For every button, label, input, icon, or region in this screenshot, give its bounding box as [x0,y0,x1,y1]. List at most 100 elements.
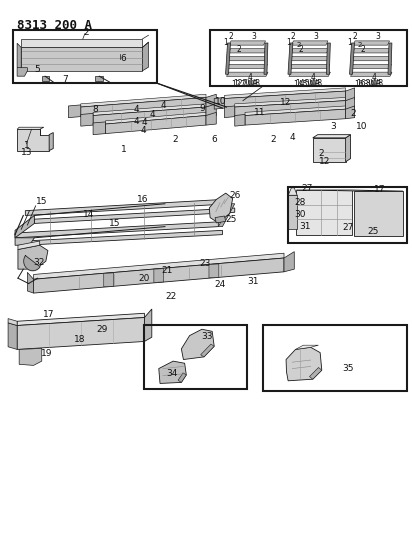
Text: 11: 11 [255,108,266,117]
Polygon shape [288,188,297,195]
Polygon shape [286,348,322,381]
Text: 2: 2 [228,33,233,42]
Polygon shape [349,43,354,74]
Text: 2: 2 [291,33,295,42]
Text: 14: 14 [82,211,94,220]
Text: 2: 2 [172,135,178,144]
Text: 29: 29 [96,325,108,334]
Text: 17: 17 [43,310,55,319]
Polygon shape [290,56,329,61]
Text: 2: 2 [318,149,324,158]
Polygon shape [245,106,346,116]
Polygon shape [33,253,284,279]
Text: 15: 15 [36,197,47,206]
Text: 10: 10 [356,122,368,131]
Text: 2: 2 [270,135,276,144]
Text: 127WB: 127WB [232,79,258,88]
Polygon shape [288,43,293,74]
Polygon shape [178,373,186,382]
Polygon shape [25,199,231,215]
Text: 4: 4 [310,72,315,82]
Text: 1: 1 [286,38,290,47]
Polygon shape [17,43,21,71]
Polygon shape [15,238,34,245]
Polygon shape [235,101,346,117]
Text: 4: 4 [160,101,166,110]
Polygon shape [93,107,206,125]
Text: 2: 2 [296,42,301,49]
Polygon shape [351,72,392,76]
Polygon shape [17,130,49,151]
Text: 22: 22 [165,292,176,301]
Polygon shape [17,68,27,76]
Polygon shape [313,138,346,162]
Text: 12: 12 [280,98,291,107]
Polygon shape [290,64,330,69]
Polygon shape [18,241,40,249]
Polygon shape [21,39,143,47]
Polygon shape [15,215,34,238]
Polygon shape [296,190,352,235]
Text: 25: 25 [367,228,378,237]
Text: 2: 2 [358,42,362,49]
Polygon shape [143,42,148,71]
Text: 4: 4 [150,110,155,119]
Text: 2: 2 [299,45,304,54]
Polygon shape [154,269,164,282]
Polygon shape [245,109,346,125]
Text: 4: 4 [133,117,139,126]
Text: 23: 23 [199,259,211,268]
Text: 30: 30 [295,210,306,219]
Polygon shape [214,98,225,109]
Text: 2: 2 [352,33,357,42]
Text: 3: 3 [330,122,336,131]
Polygon shape [201,344,214,357]
Polygon shape [105,112,206,124]
Polygon shape [95,76,103,82]
Text: 3: 3 [251,33,256,42]
Polygon shape [49,133,53,151]
Text: 3: 3 [375,33,380,42]
Text: 1: 1 [23,141,29,150]
Polygon shape [284,252,294,272]
Polygon shape [309,368,322,379]
Text: 4: 4 [142,118,147,127]
Text: 34: 34 [166,369,177,378]
Polygon shape [352,56,391,61]
Text: 4: 4 [133,105,139,114]
Polygon shape [145,309,152,342]
Text: 28: 28 [295,198,306,207]
Polygon shape [206,112,216,125]
Polygon shape [289,72,330,76]
Text: 4: 4 [289,133,295,142]
Polygon shape [8,323,17,350]
Text: 1: 1 [347,38,352,47]
Text: 2: 2 [236,45,241,54]
Text: 27: 27 [301,184,312,193]
Polygon shape [215,216,226,223]
Polygon shape [296,190,403,191]
Polygon shape [353,41,389,45]
Text: 7: 7 [63,75,68,84]
Text: 25: 25 [225,215,236,224]
Polygon shape [291,49,328,53]
Text: 21: 21 [161,266,172,274]
Text: 3: 3 [314,33,318,42]
Polygon shape [206,104,216,117]
Polygon shape [19,349,42,366]
Polygon shape [227,64,267,69]
Polygon shape [105,116,206,134]
Polygon shape [351,64,391,69]
Polygon shape [25,230,222,245]
Polygon shape [225,106,235,118]
Polygon shape [21,47,143,71]
Text: 15: 15 [109,220,121,229]
Text: 127WB: 127WB [233,79,260,88]
Polygon shape [264,43,268,74]
Text: 4: 4 [248,72,253,82]
Polygon shape [42,76,49,82]
Polygon shape [229,41,266,45]
Polygon shape [93,122,105,135]
Text: 4: 4 [141,126,146,135]
Polygon shape [225,91,346,108]
